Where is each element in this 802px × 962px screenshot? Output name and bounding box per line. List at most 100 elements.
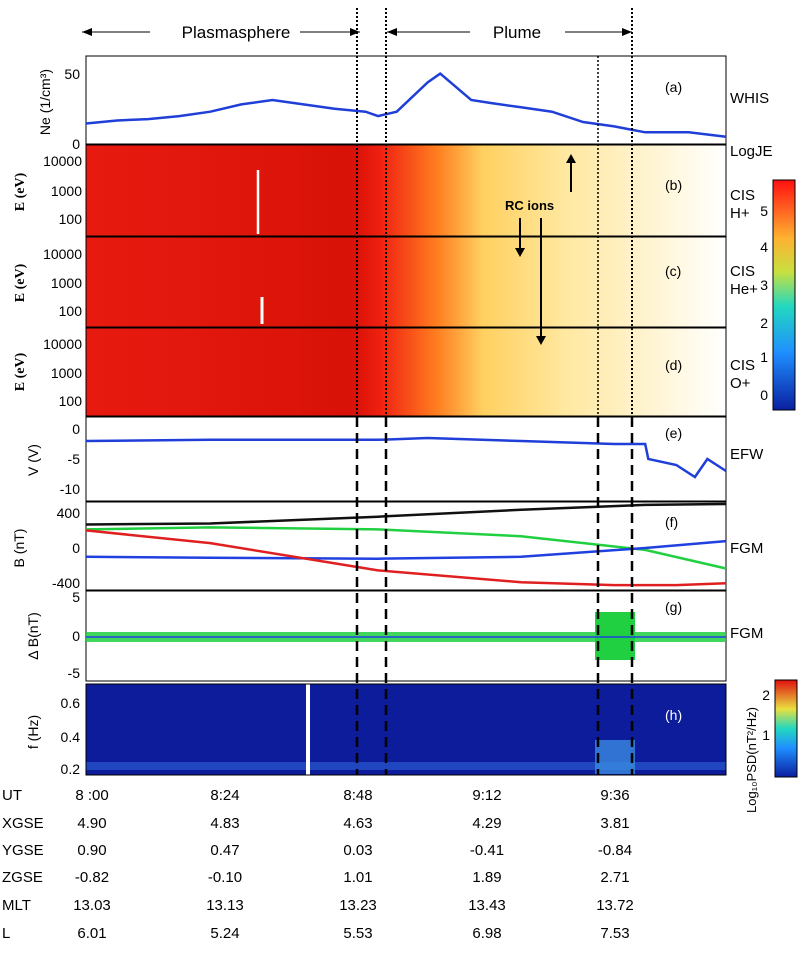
je-tick-2: 2	[760, 315, 768, 331]
panel-a-tag: (a)	[665, 79, 682, 95]
ephemeris-value: 8:24	[210, 787, 239, 804]
field-line-blue	[85, 539, 727, 560]
panel-g-tick-2: -5	[68, 665, 81, 681]
ephemeris-value: 6.98	[472, 925, 501, 942]
panel-d-instrument: CIS	[730, 357, 755, 374]
panel-h-ylabel: f (Hz)	[25, 715, 41, 749]
ephemeris-value: 13.23	[339, 897, 377, 914]
event-markers	[355, 8, 634, 775]
ephemeris-label-0: UT	[2, 787, 22, 804]
je-tick-4: 4	[760, 239, 768, 255]
psd-title: Log₁₀PSD(nT²/Hz)	[744, 707, 759, 813]
panel-b-tick-1: 1000	[51, 183, 82, 199]
panel-e-tag: (e)	[665, 425, 682, 441]
panel-c-ylabel: E (eV)	[13, 263, 28, 302]
ephemeris-value: 4.29	[472, 815, 501, 832]
field-line-black	[85, 502, 727, 526]
panel-a-ylabel: Ne (1/cm³)	[37, 69, 53, 135]
ephemeris-value: -0.82	[75, 869, 109, 886]
spectrogram-b: (b) CIS H+ 10000 1000 100 E (eV) LogJE	[13, 143, 773, 237]
panel-g-tick-0: 5	[72, 589, 80, 605]
panel-e: (e) EFW 0 -5 -10 V (V)	[25, 416, 764, 502]
ephemeris-label-4: MLT	[2, 897, 31, 914]
panel-g-tag: (g)	[665, 599, 682, 615]
potential-line	[85, 436, 727, 479]
panel-d-ylabel: E (eV)	[13, 352, 28, 391]
panel-d-tag: (d)	[665, 357, 682, 373]
panel-b-tick-0: 10000	[43, 153, 82, 169]
panel-f-tick-2: -400	[52, 575, 80, 591]
ephemeris-label-2: YGSE	[2, 842, 44, 859]
magnetic-field-lines	[85, 502, 727, 587]
panel-f: (f) FGM 400 0 -400 B (nT)	[11, 501, 763, 591]
panel-h-tick-1: 0.4	[61, 729, 81, 745]
psd-tick-1: 1	[762, 727, 770, 743]
ephemeris-value: -0.10	[208, 869, 242, 886]
panel-f-instrument: FGM	[730, 540, 763, 557]
je-tick-1: 1	[760, 349, 768, 365]
panel-d-tick-0: 10000	[43, 336, 82, 352]
psd-tick-2: 2	[762, 687, 770, 703]
panel-a-instrument: WHIS	[730, 90, 769, 107]
ephemeris-value: -0.41	[470, 842, 504, 859]
field-line-red	[85, 529, 727, 587]
panel-c-tag: (c)	[665, 263, 681, 279]
panel-h-tag: (h)	[665, 707, 682, 723]
ephemeris-value: 8:48	[343, 787, 372, 804]
panel-h-tick-0: 0.6	[61, 695, 81, 711]
je-tick-0: 0	[760, 387, 768, 403]
panel-c-tick-2: 100	[59, 303, 83, 319]
panel-e-tick-1: -5	[68, 451, 81, 467]
panel-c-instrument: CIS	[730, 263, 755, 280]
ephemeris-value: 4.63	[343, 815, 372, 832]
ephemeris-value: 13.72	[596, 897, 634, 914]
ephemeris-label-3: ZGSE	[2, 869, 43, 886]
ephemeris-value: 6.01	[77, 925, 106, 942]
panel-g-tick-1: 0	[72, 628, 80, 644]
ephemeris-label-1: XGSE	[2, 815, 44, 832]
ephemeris-value: 9:12	[472, 787, 501, 804]
ephemeris-value: 13.43	[468, 897, 506, 914]
panel-f-ylabel: B (nT)	[11, 529, 27, 568]
panel-e-ylabel: V (V)	[25, 444, 41, 476]
field-line-green	[85, 526, 727, 570]
ephemeris-value: 13.03	[73, 897, 111, 914]
ephemeris-value: 3.81	[600, 815, 629, 832]
panel-h-tick-2: 0.2	[61, 761, 81, 777]
panel-f-tag: (f)	[665, 514, 678, 530]
ephemeris-label-5: L	[2, 925, 10, 942]
ephemeris-value: 4.90	[77, 815, 106, 832]
ephemeris-value: 2.71	[600, 869, 629, 886]
ephemeris-value: 5.24	[210, 925, 239, 942]
je-tick-5: 5	[760, 203, 768, 219]
ephemeris-value: 4.83	[210, 815, 239, 832]
panel-g-ylabel: Δ B(nT)	[25, 612, 41, 659]
panel-b-tag: (b)	[665, 177, 682, 193]
density-line	[85, 72, 727, 138]
ephemeris-value: -0.84	[598, 842, 632, 859]
rc-ions-annotation: RC ions	[505, 154, 576, 345]
ephemeris-value: 1.89	[472, 869, 501, 886]
spectrogram-c: (c) CIS He+ 10000 1000 100 E (eV)	[13, 236, 758, 328]
panel-d-tick-2: 100	[59, 393, 83, 409]
panel-d-species: O+	[730, 375, 751, 392]
panel-b-tick-2: 100	[59, 211, 83, 227]
ephemeris-value: 0.47	[210, 842, 239, 859]
panel-e-tick-0: 0	[72, 421, 80, 437]
ephemeris-value: 13.13	[206, 897, 244, 914]
panel-f-tick-0: 400	[57, 505, 81, 521]
plasmasphere-label: Plasmasphere	[182, 23, 291, 42]
panel-b-instrument: CIS	[730, 187, 755, 204]
panel-c-species: He+	[730, 281, 758, 298]
je-tick-3: 3	[760, 277, 768, 293]
ephemeris-value: 0.90	[77, 842, 106, 859]
colorbar-psd: 2 1 Log₁₀PSD(nT²/Hz)	[744, 679, 798, 813]
ephemeris-value: 5.53	[343, 925, 372, 942]
panel-a-tick-0: 0	[72, 136, 80, 152]
spectrogram-d: (d) CIS O+ 10000 1000 100 E (eV)	[13, 327, 755, 417]
rc-ions-label: RC ions	[505, 198, 554, 213]
ephemeris-value: 9:36	[600, 787, 629, 804]
ephemeris-value: 1.01	[343, 869, 372, 886]
panel-b-ylabel: E (eV)	[13, 172, 28, 211]
